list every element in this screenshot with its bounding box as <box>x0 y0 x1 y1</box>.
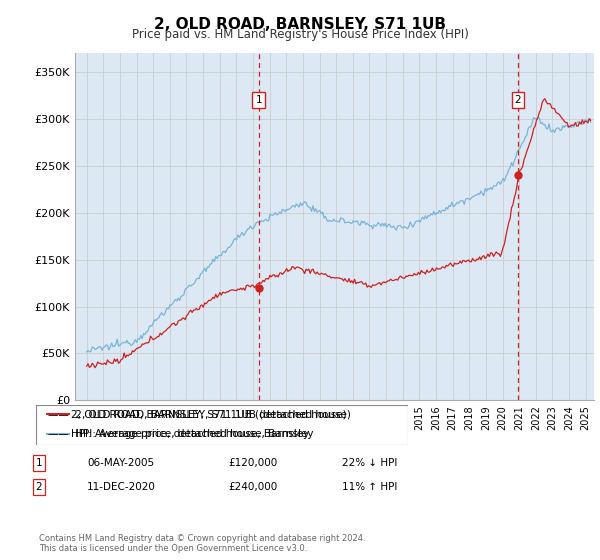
Text: 2: 2 <box>35 482 43 492</box>
Text: £240,000: £240,000 <box>228 482 277 492</box>
Text: 2, OLD ROAD, BARNSLEY, S71 1UB (detached house): 2, OLD ROAD, BARNSLEY, S71 1UB (detached… <box>71 409 346 419</box>
Text: 11-DEC-2020: 11-DEC-2020 <box>87 482 156 492</box>
Text: ——  2, OLD ROAD, BARNSLEY, S71 1UB (detached house): —— 2, OLD ROAD, BARNSLEY, S71 1UB (detac… <box>48 409 351 419</box>
Text: ——  HPI: Average price, detached house, Barnsley: —— HPI: Average price, detached house, B… <box>48 429 314 439</box>
Text: 1: 1 <box>256 95 262 105</box>
Text: 2, OLD ROAD, BARNSLEY, S71 1UB: 2, OLD ROAD, BARNSLEY, S71 1UB <box>154 17 446 32</box>
Text: 2: 2 <box>515 95 521 105</box>
Text: 11% ↑ HPI: 11% ↑ HPI <box>342 482 397 492</box>
FancyBboxPatch shape <box>36 405 408 445</box>
Text: HPI: Average price, detached house, Barnsley: HPI: Average price, detached house, Barn… <box>71 429 309 439</box>
Text: 22% ↓ HPI: 22% ↓ HPI <box>342 458 397 468</box>
Text: 06-MAY-2005: 06-MAY-2005 <box>87 458 154 468</box>
Text: £120,000: £120,000 <box>228 458 277 468</box>
Text: 1: 1 <box>35 458 43 468</box>
Text: Price paid vs. HM Land Registry's House Price Index (HPI): Price paid vs. HM Land Registry's House … <box>131 28 469 41</box>
Text: Contains HM Land Registry data © Crown copyright and database right 2024.
This d: Contains HM Land Registry data © Crown c… <box>39 534 365 553</box>
